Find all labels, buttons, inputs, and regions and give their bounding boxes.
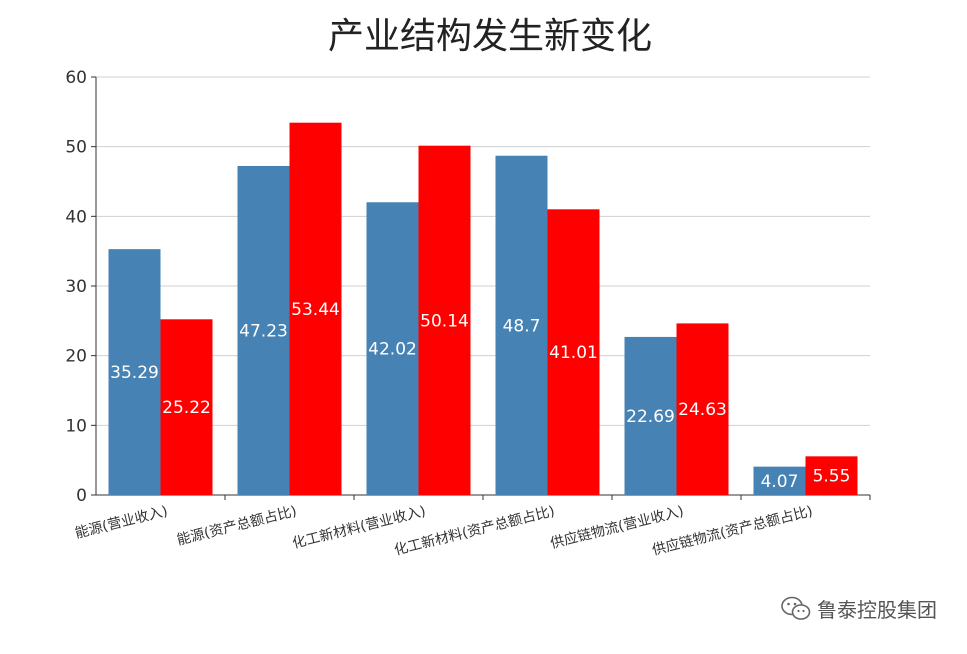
data-label: 22.69 (626, 407, 675, 427)
bar-s0-c1 (237, 165, 290, 495)
data-label: 5.55 (813, 467, 851, 487)
category-label: 能源(资产总额占比) (175, 503, 298, 548)
bar-s0-c2 (366, 202, 419, 495)
bar-s0-c5 (753, 466, 806, 495)
data-label: 50.14 (420, 311, 469, 331)
y-tick-label: 10 (65, 416, 87, 436)
bar-s0-c4 (624, 336, 677, 495)
data-label: 53.44 (291, 300, 340, 320)
y-tick-label: 20 (65, 347, 87, 367)
data-label: 24.63 (678, 400, 727, 420)
y-tick-label: 60 (65, 68, 87, 88)
watermark-text: 鲁泰控股集团 (817, 598, 937, 622)
bar-s1-c4 (676, 323, 729, 495)
bar-s0-c3 (495, 155, 548, 495)
bar-s1-c0 (160, 319, 213, 495)
chart-title: 产业结构发生新变化 (328, 16, 652, 57)
y-tick-label: 40 (65, 207, 87, 227)
data-label: 41.01 (549, 343, 598, 363)
data-label: 48.7 (503, 316, 541, 336)
wechat-icon (781, 596, 811, 620)
bar-s0-c0 (108, 249, 161, 495)
y-axis-ticks: 0 10 20 30 40 50 60 (65, 68, 96, 506)
y-tick-label: 0 (76, 486, 87, 506)
data-label: 4.07 (761, 472, 799, 492)
grid-lines (96, 76, 870, 426)
data-label: 35.29 (110, 363, 159, 383)
category-label: 能源(营业收入) (73, 503, 169, 541)
bar-s1-c3 (547, 209, 600, 495)
y-tick-label: 50 (65, 138, 87, 158)
y-tick-label: 30 (65, 277, 87, 297)
category-labels: 能源(营业收入) 能源(资产总额占比)化工新材料(营业收入)化工新材料(资产总额占… (73, 502, 814, 558)
data-label: 25.22 (162, 398, 211, 418)
bar-s1-c2 (418, 145, 471, 495)
data-label: 47.23 (239, 321, 288, 341)
bar-s1-c1 (289, 122, 342, 496)
bars (108, 122, 858, 496)
watermark: 鲁泰控股集团 (781, 594, 937, 623)
data-label: 42.02 (368, 340, 417, 360)
bar-s1-c5 (805, 456, 858, 495)
